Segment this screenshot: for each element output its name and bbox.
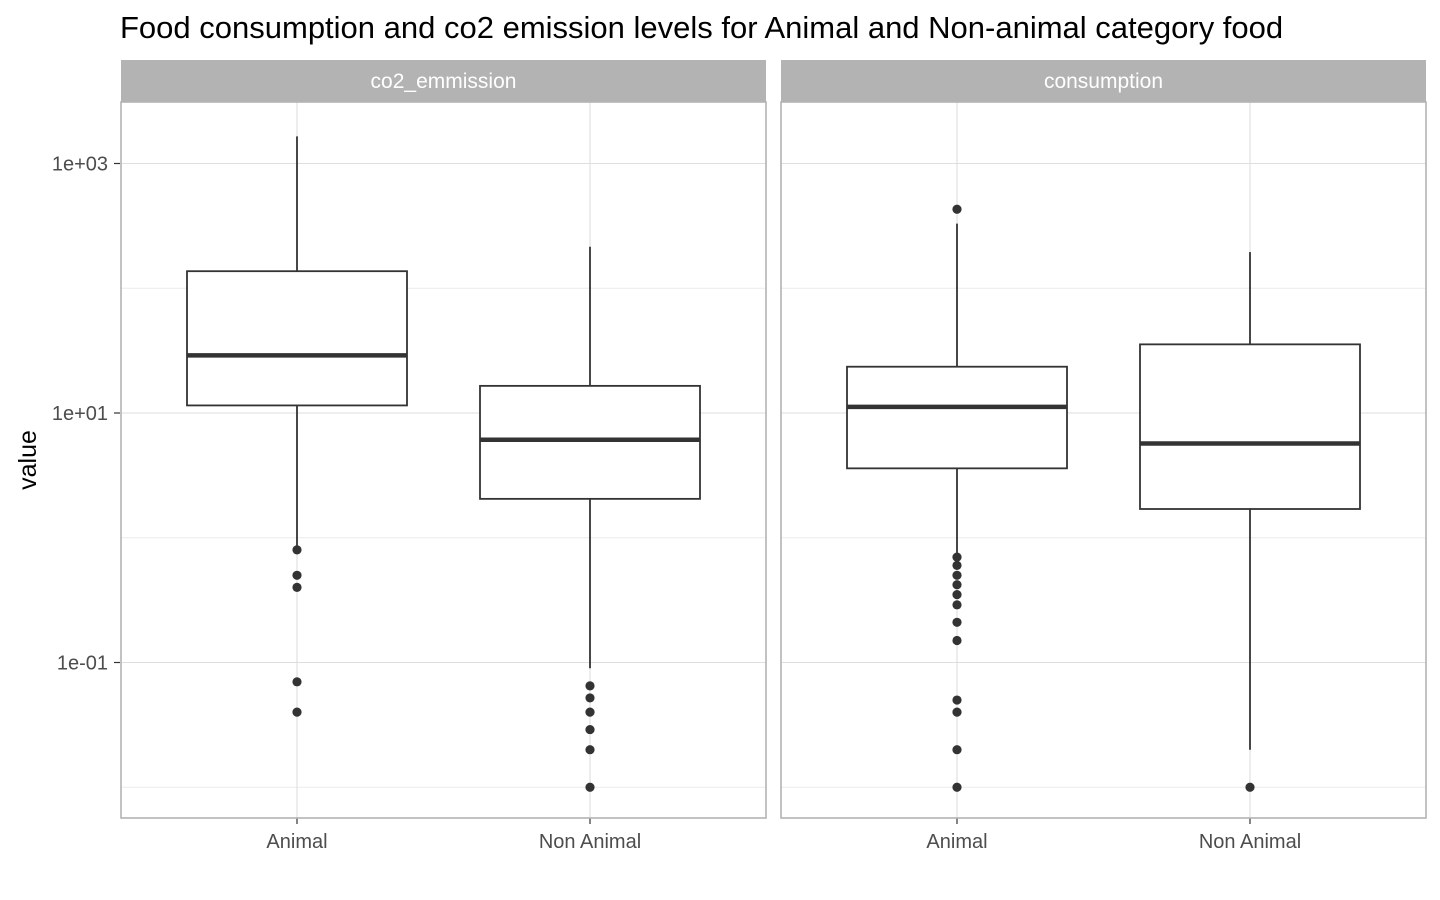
x-tick-label: Animal (266, 831, 327, 853)
facet-strip-label: co2_emmission (371, 70, 517, 93)
y-tick-label: 1e+01 (52, 403, 108, 425)
x-tick-label: Non Animal (539, 831, 641, 853)
outlier-point (952, 695, 962, 705)
y-tick-label: 1e-01 (57, 653, 108, 675)
box-body (846, 365, 1068, 470)
y-axis-title: value (14, 430, 42, 490)
panel-co2-emmission: co2_emmission Animal Non Animal (120, 60, 767, 853)
y-tick-label: 1e+03 (52, 154, 108, 176)
box-non-animal (479, 246, 701, 792)
facet-strip-label: consumption (1044, 70, 1163, 93)
outlier-point (952, 552, 962, 562)
box-animal (846, 204, 1068, 792)
outlier-point (952, 560, 962, 571)
panels: 1e-01 1e+01 1e+03 co2_emmission Animal Non An… (52, 60, 1427, 853)
box-animal (186, 136, 408, 717)
box-body (186, 270, 408, 407)
box-body (479, 384, 701, 500)
panel-consumption: consumption Animal Non Animal (780, 60, 1427, 853)
outlier-point (952, 617, 962, 627)
outlier-point (292, 582, 302, 592)
outlier-point (952, 570, 962, 580)
outlier-point (585, 745, 595, 755)
outlier-point (292, 677, 302, 687)
outlier-point (952, 707, 962, 717)
outlier-point (952, 635, 962, 646)
facet-strip (781, 60, 1426, 102)
outlier-point (585, 724, 595, 735)
panel-border (780, 101, 1427, 819)
outlier-point (952, 745, 962, 755)
outlier-point (585, 681, 595, 691)
outlier-point (292, 707, 302, 717)
outlier-point (1245, 782, 1255, 792)
box-body (1139, 343, 1361, 510)
outlier-point (585, 707, 595, 717)
x-tick-label: Non Animal (1199, 831, 1301, 853)
outlier-point (952, 204, 962, 214)
box-non-animal (1139, 252, 1361, 792)
outlier-point (585, 782, 595, 792)
panel-border (120, 101, 767, 819)
chart-title: Food consumption and co2 emission levels… (120, 10, 1283, 45)
outlier-point (585, 693, 595, 703)
x-tick-label: Animal (926, 831, 987, 853)
outlier-point (292, 570, 302, 580)
outlier-point (292, 545, 302, 555)
outlier-point (952, 782, 962, 792)
outlier-point (952, 580, 962, 590)
facet-strip (121, 60, 766, 102)
outlier-point (952, 600, 962, 610)
outlier-point (952, 590, 962, 600)
